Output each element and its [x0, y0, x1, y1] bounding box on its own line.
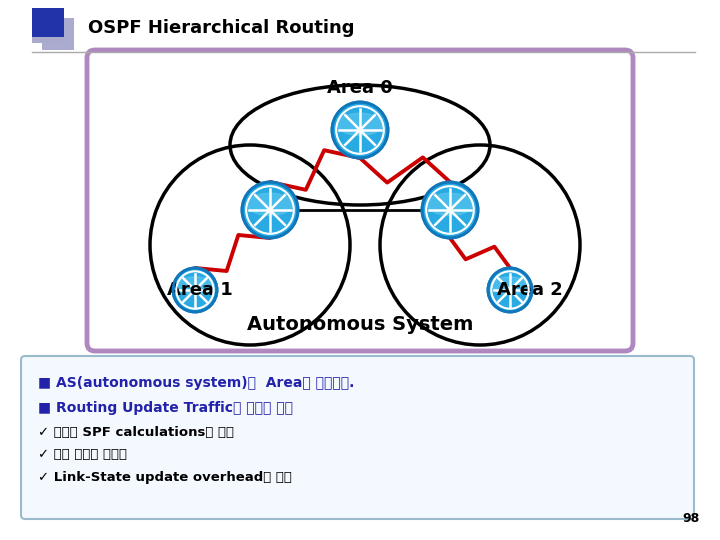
Circle shape — [242, 182, 298, 238]
FancyBboxPatch shape — [21, 356, 694, 519]
Text: Area 2: Area 2 — [497, 281, 563, 299]
Bar — [42, 18, 74, 50]
FancyBboxPatch shape — [87, 50, 633, 351]
Ellipse shape — [248, 193, 292, 215]
Ellipse shape — [428, 193, 472, 215]
Circle shape — [173, 268, 217, 312]
Circle shape — [332, 102, 388, 158]
Text: Area 1: Area 1 — [167, 281, 233, 299]
Circle shape — [488, 268, 532, 312]
Text: ✓ Link-State update overhead의 감소: ✓ Link-State update overhead의 감소 — [38, 470, 292, 483]
Text: ✓ 빈번한 SPF calculations의 감소: ✓ 빈번한 SPF calculations의 감소 — [38, 427, 234, 440]
Circle shape — [422, 182, 478, 238]
Text: Autonomous System: Autonomous System — [247, 315, 473, 334]
Ellipse shape — [492, 277, 528, 294]
Text: 98: 98 — [683, 512, 700, 525]
Text: ■ AS(autonomous system)와  Area로 구성된다.: ■ AS(autonomous system)와 Area로 구성된다. — [38, 376, 354, 390]
Text: ✓ 작은 라우팅 데이블: ✓ 작은 라우팅 데이블 — [38, 449, 127, 462]
Bar — [32, 8, 64, 40]
Ellipse shape — [177, 277, 212, 294]
Ellipse shape — [338, 113, 382, 136]
Text: OSPF Hierarchical Routing: OSPF Hierarchical Routing — [88, 19, 354, 37]
Bar — [32, 37, 64, 43]
Text: ■ Routing Update Traffic을 최소화 한다: ■ Routing Update Traffic을 최소화 한다 — [38, 401, 293, 415]
Text: Area 0: Area 0 — [327, 79, 393, 97]
